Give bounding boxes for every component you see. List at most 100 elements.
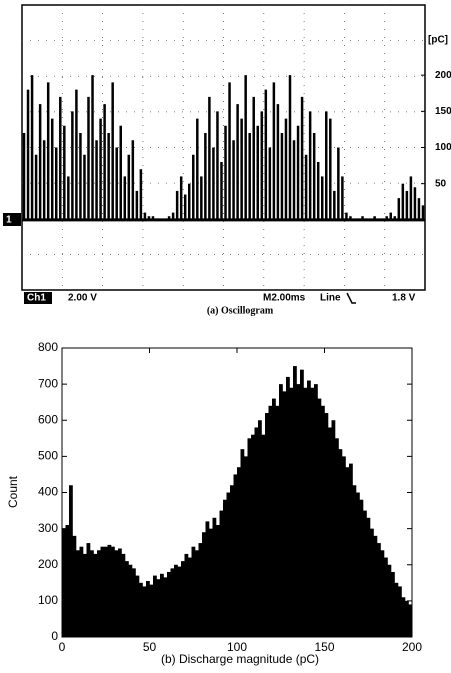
bar [160, 573, 164, 637]
oscillogram: [pC] 1 Ch1 2.00 V M2.00ms Line 1.8 V (a)… [3, 4, 451, 316]
bar [139, 582, 143, 637]
bar [212, 517, 217, 637]
y-tick-label: 150 [435, 106, 451, 117]
bar [233, 474, 238, 637]
bar [121, 553, 126, 637]
y-axis-label: Count [6, 475, 20, 508]
bar [202, 532, 206, 637]
timebase: M2.00ms [263, 293, 306, 304]
bar [405, 600, 409, 637]
bar [356, 492, 360, 637]
bar [384, 557, 388, 637]
bar [349, 463, 353, 637]
bar [272, 398, 276, 637]
bar [79, 546, 84, 637]
bar [72, 535, 77, 637]
bar [156, 579, 161, 637]
bar [244, 456, 248, 637]
bar [303, 387, 308, 637]
bar [314, 384, 318, 637]
bar [398, 586, 402, 637]
bar [184, 553, 189, 637]
bar [331, 420, 336, 637]
y-tick-label: 600 [38, 412, 58, 426]
caption: (a) Oscillogram [207, 305, 274, 316]
bar [205, 521, 210, 637]
bar [209, 528, 213, 637]
scope-frame [21, 4, 426, 291]
bar [401, 597, 406, 637]
bar [293, 366, 297, 637]
bar [310, 387, 315, 637]
x-axis-label: (b) Discharge magnitude (pC) [161, 652, 319, 666]
bar [100, 546, 105, 637]
bar [391, 571, 395, 637]
bar [394, 582, 399, 637]
bar [76, 550, 80, 637]
bar [268, 405, 273, 637]
bar [328, 427, 332, 637]
bar [177, 566, 182, 637]
y-unit: [pC] [428, 35, 448, 46]
bar [258, 420, 262, 637]
bar [230, 485, 234, 637]
bar [359, 499, 364, 637]
y-tick-label: 0 [51, 629, 58, 643]
bar [128, 564, 133, 637]
bar [118, 548, 122, 637]
channel-box [24, 292, 52, 304]
bar [62, 528, 66, 637]
trigger-slope [346, 292, 356, 304]
bar [335, 438, 339, 637]
bar [93, 553, 98, 637]
x-tick-label: 150 [314, 640, 334, 654]
x-tick-label: 50 [143, 640, 157, 654]
y-tick-label: 800 [38, 340, 58, 354]
bar [198, 543, 203, 637]
bar [363, 510, 367, 637]
bar [345, 467, 350, 637]
channel-marker: 1 [6, 215, 12, 226]
bar [342, 456, 346, 637]
bar [90, 550, 94, 637]
bar [289, 387, 294, 637]
bar [142, 586, 147, 637]
y-tick-label: 100 [435, 142, 451, 153]
bar [366, 517, 371, 637]
x-tick-label: 200 [402, 640, 422, 654]
bar [352, 485, 357, 637]
y-tick-label: 400 [38, 485, 58, 499]
bar [163, 577, 168, 637]
bar [104, 546, 108, 637]
bar [286, 376, 290, 637]
histogram: Count (b) Discharge magnitude (pC) 0 100 2… [6, 340, 422, 666]
bar [261, 434, 266, 637]
bar [321, 405, 325, 637]
bar [132, 568, 136, 637]
bar [408, 604, 413, 637]
y-tick-label: 50 [435, 178, 447, 189]
y-tick-label: 200 [435, 70, 451, 81]
bar [107, 544, 112, 637]
bar [317, 398, 322, 637]
bar [338, 449, 343, 637]
y-tick-label: 700 [38, 376, 58, 390]
bar [265, 413, 269, 637]
bar [237, 467, 241, 637]
trigger-level: 1.8 V [392, 293, 416, 304]
bar [216, 525, 220, 637]
bar [377, 543, 381, 637]
bar [279, 384, 283, 637]
bar [188, 557, 192, 637]
bar [296, 384, 301, 637]
bar [191, 546, 196, 637]
volts-per-div: 2.00 V [68, 293, 97, 304]
bar [251, 434, 255, 637]
bar [223, 499, 227, 637]
marker-box [3, 213, 21, 226]
bar [226, 492, 231, 637]
bar [219, 510, 224, 637]
bar [195, 550, 199, 637]
bar [114, 550, 119, 637]
